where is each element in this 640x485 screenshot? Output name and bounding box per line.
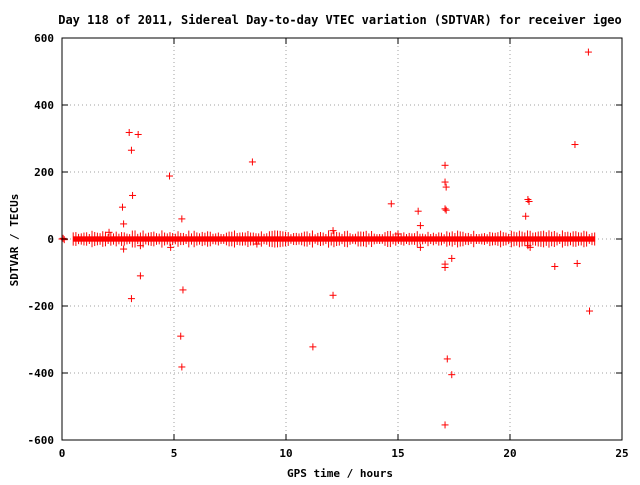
data-point bbox=[177, 332, 185, 340]
data-point bbox=[442, 206, 450, 214]
data-point bbox=[179, 286, 187, 294]
data-point bbox=[414, 207, 422, 215]
chart-title: Day 118 of 2011, Sidereal Day-to-day VTE… bbox=[58, 13, 622, 27]
y-axis-ticks: -600 -400 -200 0 200 400 600 bbox=[28, 32, 622, 447]
data-point bbox=[441, 263, 449, 271]
x-tick-label: 15 bbox=[391, 447, 404, 460]
data-point bbox=[118, 203, 126, 211]
x-tick-label: 20 bbox=[503, 447, 516, 460]
y-tick-label: 600 bbox=[34, 32, 54, 45]
data-point bbox=[441, 205, 449, 213]
x-tick-label: 5 bbox=[171, 447, 178, 460]
outlier-points bbox=[58, 48, 594, 429]
data-point bbox=[127, 146, 135, 154]
data-point bbox=[134, 130, 142, 138]
data-point bbox=[448, 371, 456, 379]
data-point bbox=[441, 178, 449, 186]
data-point bbox=[525, 197, 533, 205]
data-point bbox=[253, 240, 261, 248]
data-point bbox=[441, 161, 449, 169]
y-tick-label: -600 bbox=[28, 434, 55, 447]
x-tick-label: 0 bbox=[59, 447, 66, 460]
data-point bbox=[125, 128, 133, 136]
data-point bbox=[571, 141, 579, 149]
data-point bbox=[441, 421, 449, 429]
x-axis-label: GPS time / hours bbox=[287, 467, 393, 480]
data-point bbox=[309, 343, 317, 351]
data-point bbox=[166, 172, 174, 180]
y-tick-label: 0 bbox=[47, 233, 54, 246]
data-point bbox=[416, 243, 424, 251]
dense-data-band bbox=[72, 230, 596, 248]
data-point bbox=[329, 227, 337, 235]
x-tick-label: 10 bbox=[279, 447, 292, 460]
x-tick-label: 25 bbox=[615, 447, 628, 460]
data-point bbox=[136, 272, 144, 280]
y-tick-label: 400 bbox=[34, 99, 54, 112]
y-tick-label: -400 bbox=[28, 367, 55, 380]
y-tick-label: -200 bbox=[28, 300, 55, 313]
data-point bbox=[416, 222, 424, 230]
data-point bbox=[551, 262, 559, 270]
data-point bbox=[394, 230, 402, 238]
data-point bbox=[105, 228, 113, 236]
data-point bbox=[443, 355, 451, 363]
data-point bbox=[178, 215, 186, 223]
data-point bbox=[584, 48, 592, 56]
y-axis-label: SDTVAR / TECUs bbox=[8, 194, 21, 287]
y-tick-label: 200 bbox=[34, 166, 54, 179]
data-point bbox=[573, 259, 581, 267]
data-point bbox=[526, 243, 534, 251]
x-axis-ticks: 0 5 10 15 20 25 bbox=[59, 38, 629, 460]
data-point bbox=[167, 243, 175, 251]
data-point bbox=[120, 245, 128, 253]
data-point bbox=[586, 307, 594, 315]
data-point bbox=[248, 158, 256, 166]
data-point bbox=[136, 242, 144, 250]
data-point bbox=[120, 220, 128, 228]
data-point bbox=[442, 183, 450, 191]
data-point bbox=[59, 234, 67, 242]
data-point bbox=[522, 212, 530, 220]
data-point bbox=[129, 191, 137, 199]
data-point bbox=[387, 200, 395, 208]
data-point bbox=[329, 291, 337, 299]
data-point bbox=[178, 363, 186, 371]
data-point bbox=[448, 254, 456, 262]
data-point bbox=[127, 295, 135, 303]
